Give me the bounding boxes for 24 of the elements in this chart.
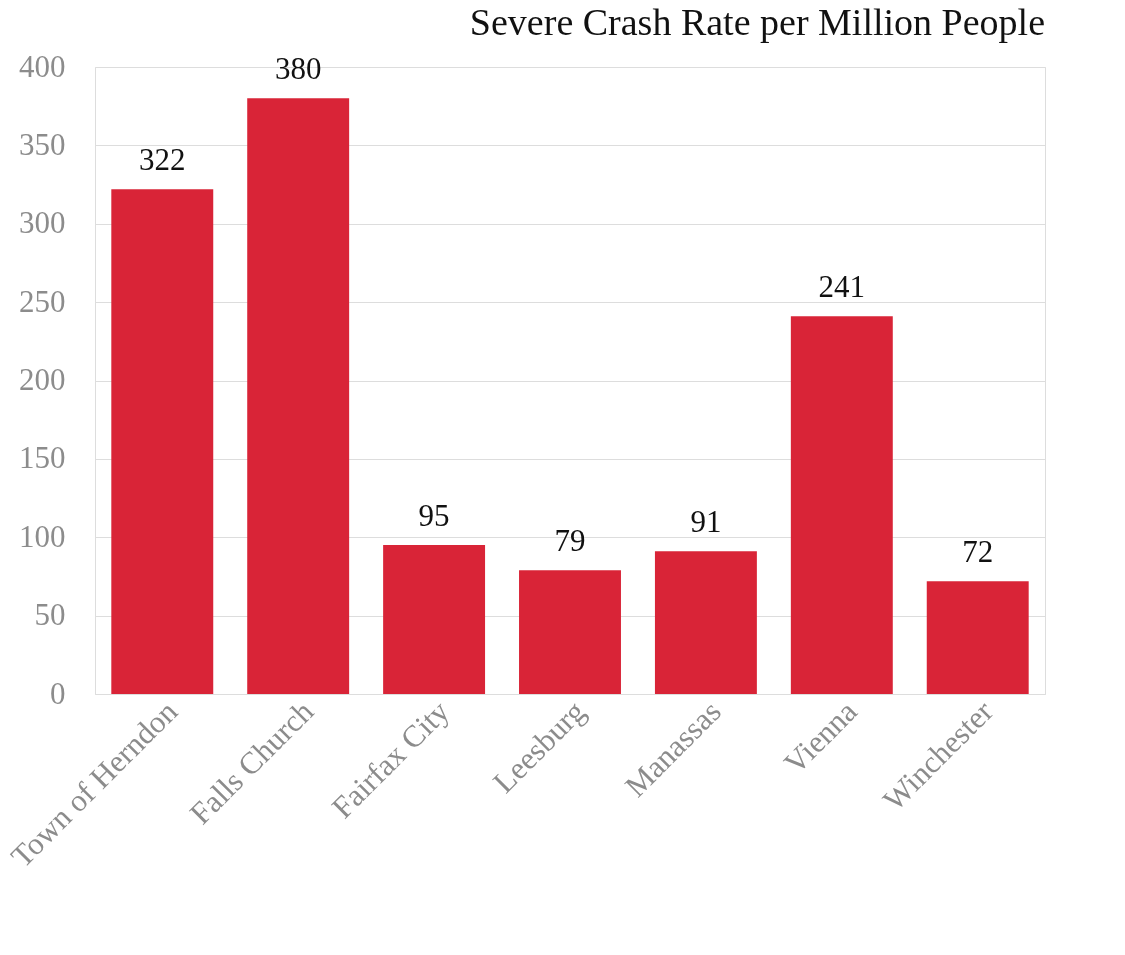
y-tick-label: 300 <box>19 205 66 241</box>
bar <box>654 551 757 694</box>
data-label: 241 <box>818 269 866 305</box>
y-tick-label: 250 <box>19 283 66 319</box>
bar <box>926 581 1029 694</box>
data-label: 91 <box>690 504 722 540</box>
y-tick-label: 400 <box>19 48 66 84</box>
bar <box>111 189 214 694</box>
data-label: 322 <box>139 142 186 178</box>
bar <box>383 545 486 694</box>
y-tick-label: 350 <box>19 126 66 162</box>
y-tick-label: 100 <box>19 518 66 554</box>
data-label: 380 <box>274 51 322 87</box>
data-label: 95 <box>418 498 450 534</box>
data-label: 72 <box>962 534 994 570</box>
y-tick-label: 50 <box>34 597 66 633</box>
y-tick-label: 200 <box>19 362 66 397</box>
y-tick-label: 150 <box>19 440 66 476</box>
y-tick-label: 0 <box>50 675 66 711</box>
bar <box>790 316 893 694</box>
bar <box>519 570 621 694</box>
data-label: 79 <box>554 523 586 559</box>
chart-title: Severe Crash Rate per Million People <box>469 1 1045 43</box>
bar <box>247 98 350 694</box>
